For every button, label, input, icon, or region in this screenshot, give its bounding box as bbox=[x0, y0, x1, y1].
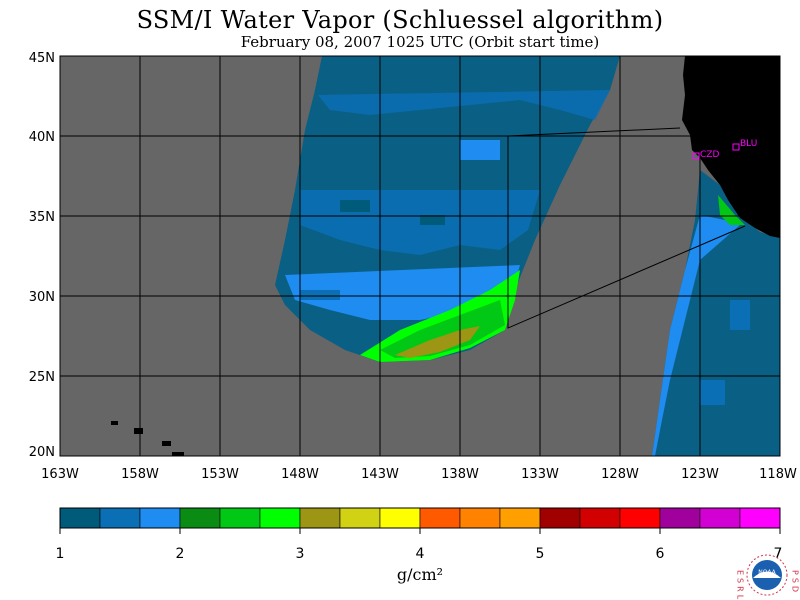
lon-axis: 163W 158W 153W 148W 143W 138W 133W 128W … bbox=[41, 467, 797, 482]
swath-patch bbox=[340, 200, 370, 212]
colorbar-swatch bbox=[219, 507, 261, 529]
swath-coastal-edge bbox=[652, 215, 740, 456]
station-label-blu: BLU bbox=[740, 139, 757, 149]
swath-band-north bbox=[318, 90, 610, 120]
colorbar-swatch bbox=[179, 507, 221, 529]
colorbar-tick-label: 4 bbox=[416, 546, 425, 562]
station-marker-blu bbox=[732, 143, 740, 151]
land-mass bbox=[682, 56, 780, 238]
colorbar-swatch bbox=[539, 507, 581, 529]
island-oahu bbox=[134, 428, 143, 434]
lat-axis: 45N 40N 35N 30N 25N 20N bbox=[29, 51, 55, 460]
lon-label: 158W bbox=[121, 467, 159, 482]
lon-label: 143W bbox=[361, 467, 399, 482]
colorbar-swatch bbox=[699, 507, 741, 529]
island-maui bbox=[162, 441, 171, 446]
annotation-box bbox=[507, 127, 746, 329]
colorbar-swatch bbox=[379, 507, 421, 529]
colorbar-swatch bbox=[339, 507, 381, 529]
logo-left-text: ESRL bbox=[736, 570, 745, 600]
colorbar-tick-label: 6 bbox=[656, 546, 665, 562]
lat-label: 30N bbox=[29, 290, 55, 305]
colorbar-unit: g/cm² bbox=[396, 565, 444, 584]
colorbar-swatch bbox=[299, 507, 341, 529]
swath-coastal bbox=[652, 170, 780, 456]
lat-label: 45N bbox=[29, 51, 55, 66]
colorbar-swatch bbox=[659, 507, 701, 529]
colorbar-swatch bbox=[459, 507, 501, 529]
colorbar-swatch bbox=[139, 507, 181, 529]
colorbar-ticks: 1 2 3 4 5 6 7 bbox=[56, 546, 783, 562]
logo-right-text: PSD bbox=[791, 570, 800, 595]
lon-label: 153W bbox=[201, 467, 239, 482]
noaa-logo-bird bbox=[753, 571, 781, 578]
lat-label: 20N bbox=[29, 445, 55, 460]
swath-patch bbox=[460, 140, 500, 160]
lon-label: 133W bbox=[521, 467, 559, 482]
noaa-logo-text: NOAA bbox=[758, 569, 776, 576]
island-kauai bbox=[111, 421, 118, 425]
lat-label: 25N bbox=[29, 370, 55, 385]
station-label-czd: CZD bbox=[700, 150, 719, 160]
colorbar-tick-label: 7 bbox=[774, 546, 783, 562]
swath-moist-darkgreen bbox=[380, 300, 505, 358]
colorbar-swatch bbox=[259, 507, 301, 529]
colorbar-tick-label: 3 bbox=[296, 546, 305, 562]
swath-patch bbox=[420, 215, 445, 225]
colorbar-tick-label: 1 bbox=[56, 546, 65, 562]
colorbar-swatch bbox=[579, 507, 621, 529]
swath-moist-olive bbox=[395, 326, 480, 358]
lon-label: 163W bbox=[41, 467, 79, 482]
lon-label: 123W bbox=[681, 467, 719, 482]
colorbar-tick-label: 2 bbox=[176, 546, 185, 562]
colorbar-swatch bbox=[739, 507, 781, 529]
lon-label: 148W bbox=[281, 467, 319, 482]
colorbar-swatch bbox=[99, 507, 141, 529]
lon-label: 138W bbox=[441, 467, 479, 482]
station-marker-czd bbox=[692, 152, 700, 160]
colorbar-swatch bbox=[59, 507, 101, 529]
swath-patch bbox=[730, 300, 750, 330]
noaa-logo: NOAA ESRL PSD bbox=[736, 554, 800, 600]
colorbar-swatch bbox=[499, 507, 541, 529]
map-border bbox=[59, 55, 781, 457]
map-title: SSM/I Water Vapor (Schluessel algorithm) bbox=[136, 6, 664, 34]
grid-lines bbox=[60, 56, 780, 456]
lat-label: 40N bbox=[29, 130, 55, 145]
colorbar-tick-label: 5 bbox=[536, 546, 545, 562]
colorbar-swatch bbox=[419, 507, 461, 529]
swath-coastal-green bbox=[718, 195, 745, 225]
island-hawaii bbox=[172, 452, 184, 456]
map-subtitle: February 08, 2007 1025 UTC (Orbit start … bbox=[240, 33, 600, 51]
lon-label: 118W bbox=[759, 467, 797, 482]
colorbar bbox=[59, 507, 781, 534]
station-markers bbox=[692, 143, 740, 160]
lat-label: 35N bbox=[29, 210, 55, 225]
colorbar-swatch bbox=[619, 507, 661, 529]
lon-label: 128W bbox=[601, 467, 639, 482]
swath-patch bbox=[700, 380, 725, 405]
swath-patch bbox=[300, 290, 340, 300]
